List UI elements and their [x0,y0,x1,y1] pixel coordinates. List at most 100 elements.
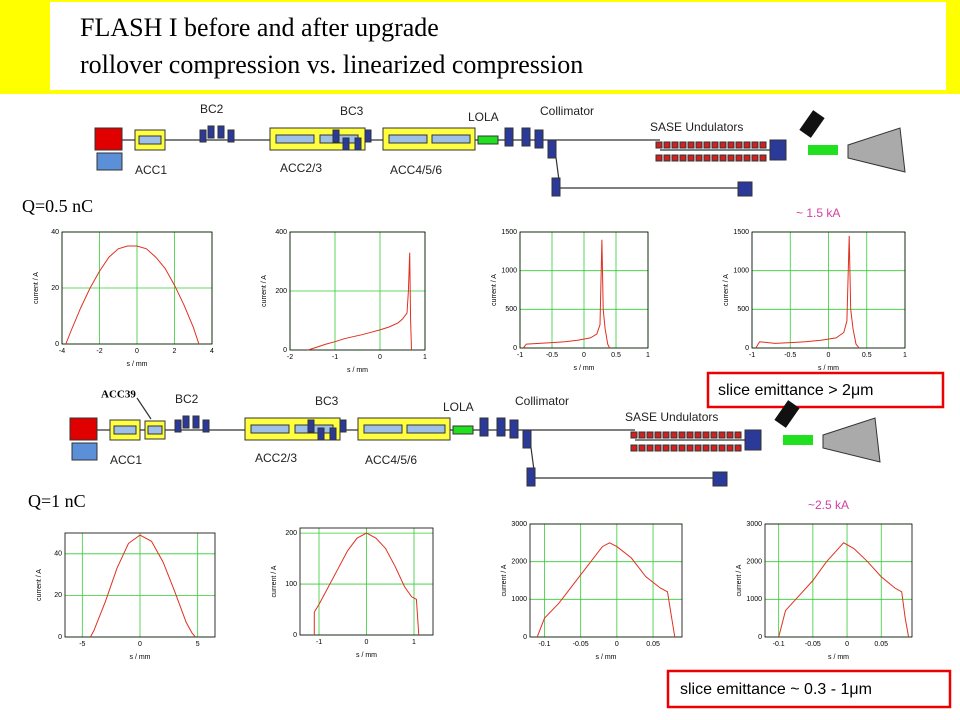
dipole [182,415,190,429]
y-tick-label: 0 [523,634,527,641]
undulator-segment [630,431,638,439]
current-profile [307,252,412,351]
undulator-segment [718,444,726,452]
x-axis-label: s / mm [130,654,151,661]
peak-annotation: ~2.5 kA [808,498,849,512]
current-profile [536,542,676,638]
undulator-segment [678,444,686,452]
plot-frame [61,231,213,345]
x-axis-label: s / mm [347,367,368,374]
dump-magnet [744,429,762,451]
dipole [174,419,182,433]
undulator-segment [734,444,742,452]
component-label: SASE Undulators [650,120,743,134]
y-tick-label: 1000 [733,268,749,275]
undulator-segment [710,431,718,439]
y-tick-label: 0 [58,634,62,641]
component-label: ACC2/3 [280,161,322,175]
chart: -2 -1 0 1 0 200 400 s / mm current / A [261,229,427,374]
undulator-segment [718,431,726,439]
y-tick-label: 2000 [746,559,762,566]
collimator-magnet [534,129,544,149]
undulator-segment [678,431,686,439]
undulator-segment [670,431,678,439]
undulator-segment [679,154,687,162]
dipole [202,419,210,433]
y-tick-label: 500 [505,306,517,313]
plot-frame [519,231,649,349]
undulator-segment [734,431,742,439]
undulator-segment [670,444,678,452]
x-tick-label: 0 [845,641,849,648]
x-tick-label: 0 [378,354,382,361]
y-axis-label: current / A [491,274,498,306]
x-tick-label: 1 [903,352,907,359]
cavity [388,134,428,144]
dump-magnet [712,471,728,487]
plot-frame [751,231,906,349]
y-tick-label: 40 [54,551,62,558]
component-label: BC2 [175,392,199,406]
x-tick-label: 2 [173,348,177,355]
y-tick-label: 200 [275,288,287,295]
y-tick-label: 40 [51,229,59,236]
y-tick-label: 0 [745,345,749,352]
component-label: BC3 [315,394,339,408]
x-tick-label: -0.5 [546,352,558,359]
x-tick-label: 0 [365,639,369,646]
x-tick-label: 0.5 [862,352,872,359]
x-tick-label: 0.05 [874,641,888,648]
experiment-hall [847,127,906,173]
charge-label: Q=0.5 nC [22,196,93,216]
chart: -5 0 5 0 20 40 s / mm current / A [36,532,216,661]
component-label: ACC1 [135,163,167,177]
dipole [192,415,200,429]
component-label: ACC2/3 [255,451,297,465]
current-profile [522,239,611,349]
dipole [217,125,225,139]
chart: -0.1 -0.05 0 0.05 0 1000 2000 3000 s / mm current… [501,521,683,661]
dipole [354,137,362,151]
collimator-magnet [526,467,536,487]
photon-line [783,435,813,445]
laser [96,152,123,171]
undulator-segment [743,154,751,162]
y-axis-label: current / A [723,274,730,306]
undulator-segment [751,154,759,162]
undulator-segment [695,154,703,162]
dipole [332,129,340,143]
current-profile [65,245,200,345]
x-tick-label: 0 [827,352,831,359]
x-tick-label: 0 [135,348,139,355]
y-tick-label: 400 [275,229,287,236]
collimator-magnet [479,417,489,437]
x-tick-label: 0 [615,641,619,648]
y-tick-label: 1500 [501,229,517,236]
x-axis-label: s / mm [596,654,617,661]
undulator-segment [751,141,759,149]
chart: -1 -0.5 0 0.5 1 0 500 1000 1500 s / mm current / A [491,229,650,372]
y-tick-label: 100 [285,581,297,588]
collimator-magnet [522,429,532,449]
undulator-segment [703,141,711,149]
beamline-diagram: ACC1 BC2 ACC2/3 BC3 ACC4/5/6 LOLA Collimator SA… [69,389,881,487]
x-tick-label: 0 [582,352,586,359]
y-tick-label: 500 [737,306,749,313]
plot-frame [529,523,683,638]
cavity [406,424,446,434]
undulator-segment [687,154,695,162]
y-tick-label: 1000 [511,596,527,603]
x-tick-label: -0.05 [805,641,821,648]
undulator-segment [638,444,646,452]
x-tick-label: 0.05 [646,641,660,648]
undulator-segment [646,431,654,439]
x-axis-label: s / mm [818,365,839,372]
component-label: LOLA [468,110,499,124]
undulator-segment [630,444,638,452]
y-tick-label: 2000 [511,559,527,566]
undulator-segment [695,141,703,149]
laser [71,442,98,461]
dipole [364,129,372,143]
y-tick-label: 3000 [511,521,527,528]
